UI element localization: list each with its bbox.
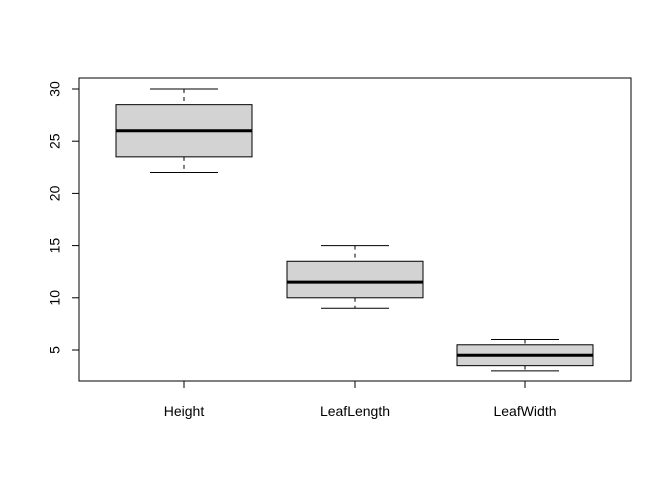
iqr-box — [286, 260, 424, 299]
y-tick-label: 25 — [47, 133, 63, 149]
y-tick-label: 30 — [47, 81, 63, 97]
x-tick-label: LeafLength — [320, 403, 390, 419]
box-leafwidth — [456, 339, 594, 372]
y-tick-label: 10 — [47, 290, 63, 306]
x-tick-label: LeafWidth — [493, 403, 556, 419]
y-axis: 5 10 15 20 25 30 — [47, 81, 80, 354]
x-tick-label: Height — [164, 403, 205, 419]
y-tick-label: 5 — [47, 346, 63, 354]
boxes — [115, 88, 594, 372]
y-tick-label: 20 — [47, 185, 63, 201]
box-height — [115, 88, 253, 174]
box-leaflength — [286, 245, 424, 309]
x-axis: Height LeafLength LeafWidth — [164, 381, 557, 419]
y-tick-label: 15 — [47, 238, 63, 254]
